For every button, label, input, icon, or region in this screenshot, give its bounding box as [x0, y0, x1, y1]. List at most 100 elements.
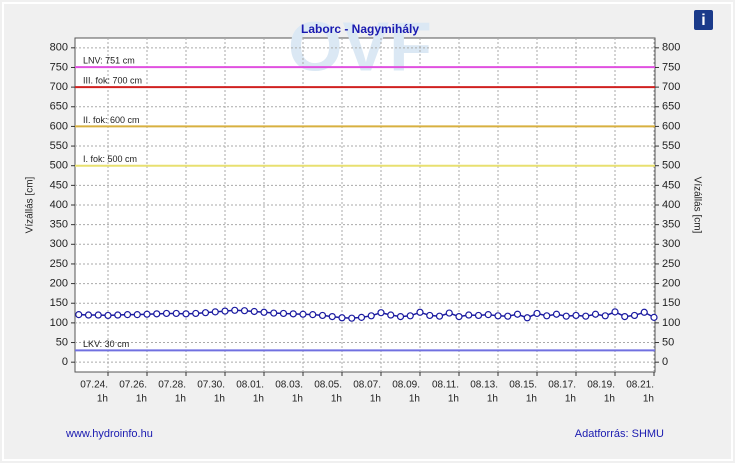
y-tick-label: 400: [50, 199, 68, 211]
data-point: [474, 311, 483, 320]
y-tick-label: 800: [50, 42, 68, 54]
data-point: [133, 311, 141, 319]
data-point: [504, 312, 512, 320]
y2-tick-label: 500: [662, 160, 680, 172]
data-point: [426, 311, 434, 320]
data-point: [621, 312, 629, 321]
y2-tick-label: 650: [662, 101, 680, 113]
x-tick-sublabel: 1h: [643, 394, 654, 405]
data-point: [562, 312, 570, 320]
y2-tick-label: 50: [662, 336, 674, 348]
y2-tick-label: 250: [662, 258, 680, 270]
data-point: [572, 311, 580, 320]
info-icon-text[interactable]: i: [701, 12, 705, 29]
data-point: [630, 311, 639, 320]
y2-tick-label: 800: [662, 42, 680, 54]
x-tick-sublabel: 1h: [565, 394, 576, 405]
y2-tick-label: 400: [662, 199, 680, 211]
y-tick-label: 350: [50, 219, 68, 231]
x-tick-sublabel: 1h: [448, 394, 459, 405]
data-point: [387, 311, 395, 319]
x-tick-sublabel: 1h: [604, 394, 615, 405]
x-tick-sublabel: 1h: [253, 394, 264, 405]
data-point: [650, 313, 658, 321]
data-point: [465, 311, 473, 319]
data-point: [75, 311, 83, 319]
x-tick-label: 07.26.: [119, 380, 147, 391]
data-point: [484, 311, 492, 319]
x-tick-sublabel: 1h: [214, 394, 225, 405]
reference-label: LNV: 751 cm: [83, 55, 135, 65]
data-point: [377, 309, 385, 317]
data-point: [533, 309, 541, 318]
y2-tick-label: 300: [662, 238, 680, 250]
x-tick-sublabel: 1h: [136, 394, 147, 405]
data-point: [601, 312, 609, 320]
reference-label: LKV: 30 cm: [83, 339, 129, 349]
data-point: [582, 312, 590, 320]
x-tick-sublabel: 1h: [370, 394, 381, 405]
y-tick-label: 200: [50, 277, 68, 289]
y-tick-label: 500: [50, 160, 68, 172]
data-point: [640, 308, 648, 316]
data-point: [611, 308, 619, 316]
data-point: [114, 311, 122, 319]
y2-tick-label: 150: [662, 297, 680, 309]
data-point: [328, 312, 336, 321]
y-tick-label: 300: [50, 238, 68, 250]
data-point: [260, 308, 268, 316]
y2-tick-label: 350: [662, 219, 680, 231]
y-tick-label: 150: [50, 297, 68, 309]
x-tick-label: 08.03.: [275, 380, 303, 391]
data-point: [396, 312, 405, 321]
data-point: [455, 312, 463, 321]
y2-tick-label: 550: [662, 140, 680, 152]
data-point: [201, 309, 210, 317]
y-tick-label: 250: [50, 258, 68, 270]
data-point: [289, 310, 297, 318]
y2-tick-label: 700: [662, 81, 680, 93]
data-point: [270, 309, 278, 317]
y2-axis-label: Vízállás [cm]: [691, 177, 702, 234]
data-point: [406, 312, 414, 320]
y-tick-label: 550: [50, 140, 68, 152]
chart-title: Laborc - Nagymihály: [301, 22, 419, 36]
reference-label: III. fok: 700 cm: [83, 75, 142, 85]
x-tick-label: 08.07.: [353, 380, 381, 391]
footer-left: www.hydroinfo.hu: [65, 428, 153, 440]
data-point: [84, 311, 93, 319]
info-icon[interactable]: [694, 10, 713, 30]
x-tick-sublabel: 1h: [409, 394, 420, 405]
x-tick-sublabel: 1h: [175, 394, 186, 405]
x-tick-label: 08.11.: [432, 380, 459, 391]
x-tick-label: 08.13.: [470, 380, 498, 391]
data-point: [367, 312, 375, 320]
data-point: [299, 310, 307, 318]
x-tick-label: 08.17.: [548, 380, 576, 391]
data-point: [104, 311, 112, 320]
x-tick-label: 08.05.: [314, 380, 342, 391]
data-point: [513, 310, 522, 318]
y-tick-label: 100: [50, 317, 68, 329]
data-point: [123, 311, 132, 319]
data-point: [543, 312, 551, 320]
x-tick-sublabel: 1h: [97, 394, 108, 405]
y2-tick-label: 0: [662, 356, 668, 368]
data-point: [211, 308, 219, 316]
data-point: [445, 309, 453, 317]
y-tick-label: 50: [56, 336, 68, 348]
data-point: [182, 310, 190, 318]
x-tick-sublabel: 1h: [526, 394, 537, 405]
y-tick-label: 700: [50, 81, 68, 93]
y-tick-label: 0: [62, 356, 68, 368]
data-point: [435, 312, 444, 320]
y-axis-label: Vízállás [cm]: [25, 176, 36, 233]
x-tick-label: 08.01.: [236, 380, 264, 391]
data-point: [231, 306, 239, 314]
x-tick-label: 08.15.: [509, 380, 537, 391]
y-tick-label: 650: [50, 101, 68, 113]
data-point: [192, 309, 200, 318]
data-point: [523, 314, 531, 322]
data-point: [94, 311, 102, 319]
